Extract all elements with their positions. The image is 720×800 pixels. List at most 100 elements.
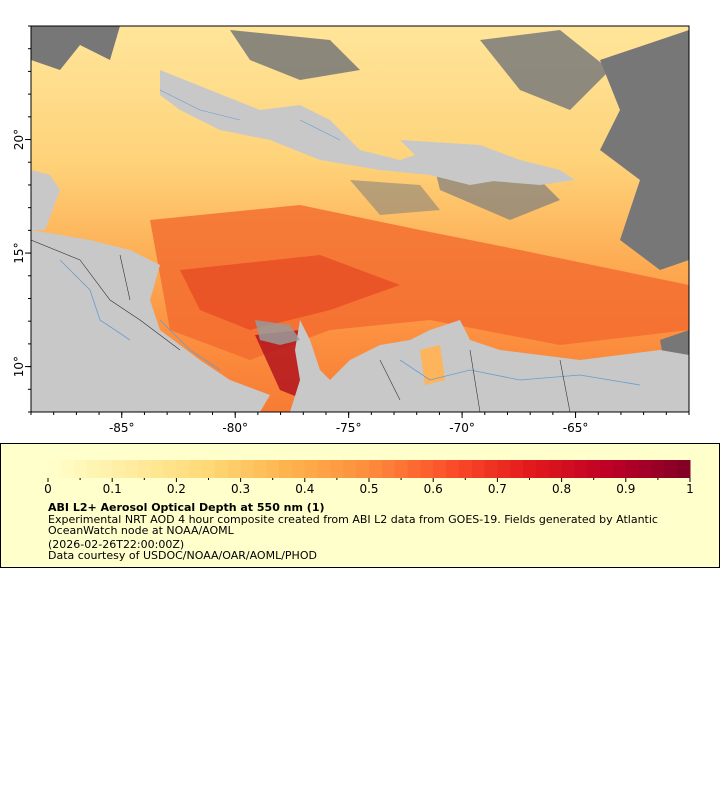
no-data-area	[255, 320, 300, 345]
colorbar-tick-label: 0.6	[424, 482, 443, 496]
colorbar-cell	[600, 460, 614, 478]
colorbar-tick-label: 0.9	[616, 482, 635, 496]
no-data-area	[600, 30, 689, 270]
colorbar-cell	[587, 460, 601, 478]
colorbar-cell	[253, 460, 267, 478]
cuba-landmass	[160, 70, 500, 185]
colorbar-cell	[176, 460, 190, 478]
colorbar-cell	[497, 460, 511, 478]
river-lines	[399, 359, 641, 386]
colorbar-cell	[150, 460, 165, 478]
colorbar-cell	[356, 460, 370, 478]
colorbar-cell	[240, 460, 254, 478]
latitude-axis: 20° 15° 10°	[12, 25, 31, 413]
colorbar-cell	[523, 460, 537, 478]
colorbar-cell	[381, 460, 396, 478]
colorbar-ticks: 0 0.1 0.2 0.3 0.4 0.5 0.6 0.7 0.8 0.9 1	[44, 478, 694, 496]
colorbar-cell	[561, 460, 575, 478]
colorbar-cell	[664, 460, 678, 478]
colorbar-cell	[420, 460, 434, 478]
colorbar-cell	[317, 460, 331, 478]
colorbar-cells	[48, 460, 691, 478]
x-tick-label: -70°	[449, 421, 475, 435]
legend-description: Experimental NRT AOD 4 hour composite cr…	[48, 513, 658, 537]
colorbar-cell	[227, 460, 242, 478]
no-data-area	[350, 180, 440, 215]
colorbar-cell	[279, 460, 293, 478]
colorbar-cell	[638, 460, 652, 478]
colorbar-cell	[446, 460, 460, 478]
colorbar-cell	[677, 460, 691, 478]
colorbar-cell	[369, 460, 383, 478]
lake-maracaibo-area	[420, 345, 445, 385]
colorbar: 0 0.1 0.2 0.3 0.4 0.5 0.6 0.7 0.8 0.9 1	[44, 460, 694, 496]
colorbar-cell	[458, 460, 473, 478]
river-lines	[159, 89, 341, 141]
colorbar-tick-label: 0	[44, 482, 52, 496]
colorbar-cell	[189, 460, 203, 478]
colorbar-tick-label: 0.3	[231, 482, 250, 496]
colorbar-tick-label: 1	[686, 482, 694, 496]
colorbar-cell	[163, 460, 177, 478]
y-tick-label: 15°	[12, 242, 26, 263]
colorbar-tick-label: 0.5	[359, 482, 378, 496]
colorbar-cell	[266, 460, 280, 478]
river-lines	[59, 259, 221, 371]
map-plot-area	[31, 26, 689, 412]
colorbar-cell	[86, 460, 100, 478]
colorbar-cell	[343, 460, 357, 478]
no-data-area	[230, 30, 360, 80]
legend-credit: Data courtesy of USDOC/NOAA/OAR/AOML/PHO…	[48, 549, 317, 562]
high-aod-core	[180, 255, 400, 330]
colorbar-cell	[73, 460, 88, 478]
x-tick-label: -80°	[222, 421, 248, 435]
map-canvas: -85° -80° -75° -70° -65° 20° 15° 10°	[12, 25, 690, 435]
colorbar-tick-label: 0.1	[103, 482, 122, 496]
legend-timestamp: (2026-02-26T22:00:00Z)	[48, 538, 185, 551]
colorbar-tick-label: 0.7	[488, 482, 507, 496]
colorbar-cell	[535, 460, 550, 478]
colorbar-cell	[574, 460, 588, 478]
colorbar-cell	[407, 460, 421, 478]
colorbar-cell	[510, 460, 524, 478]
colorbar-cell	[548, 460, 563, 478]
central-america-landmass	[31, 230, 270, 412]
colorbar-cell	[471, 460, 486, 478]
aod-map: -85° -80° -75° -70° -65° 20° 15° 10°	[12, 25, 690, 435]
colorbar-legend: 0 0.1 0.2 0.3 0.4 0.5 0.6 0.7 0.8 0.9 1 ABI L2+ Ae…	[0, 443, 720, 568]
colorbar-cell	[291, 460, 306, 478]
colorbar-cell	[330, 460, 344, 478]
colorbar-tick-label: 0.8	[552, 482, 571, 496]
colorbar-cell	[484, 460, 498, 478]
colorbar-tick-label: 0.4	[295, 482, 314, 496]
map-frame	[30, 25, 690, 413]
country-borders	[31, 239, 571, 412]
yucatan-landmass	[31, 170, 60, 230]
colorbar-cell	[137, 460, 152, 478]
colorbar-cell	[125, 460, 139, 478]
x-tick-label: -75°	[336, 421, 362, 435]
colorbar-cell	[433, 460, 447, 478]
colorbar-cell	[112, 460, 126, 478]
no-data-area	[480, 30, 610, 110]
longitude-axis: -85° -80° -75° -70° -65°	[30, 412, 690, 435]
colorbar-cell	[304, 460, 319, 478]
colorbar-tick-label: 0.2	[167, 482, 186, 496]
y-tick-label: 20°	[12, 129, 26, 150]
colorbar-cell	[612, 460, 627, 478]
x-tick-label: -85°	[109, 421, 135, 435]
y-tick-label: 10°	[12, 356, 26, 377]
colorbar-cell	[214, 460, 229, 478]
no-data-area	[31, 26, 120, 70]
colorbar-cell	[394, 460, 409, 478]
legend-title: ABI L2+ Aerosol Optical Depth at 550 nm …	[48, 501, 325, 514]
colorbar-cell	[625, 460, 640, 478]
colorbar-cell	[60, 460, 75, 478]
south-america-landmass	[290, 320, 689, 412]
hispaniola-landmass	[400, 140, 575, 185]
colorbar-cell	[651, 460, 665, 478]
x-tick-label: -65°	[563, 421, 589, 435]
colorbar-cell	[202, 460, 216, 478]
colorbar-cell	[48, 460, 62, 478]
colorbar-cell	[99, 460, 113, 478]
